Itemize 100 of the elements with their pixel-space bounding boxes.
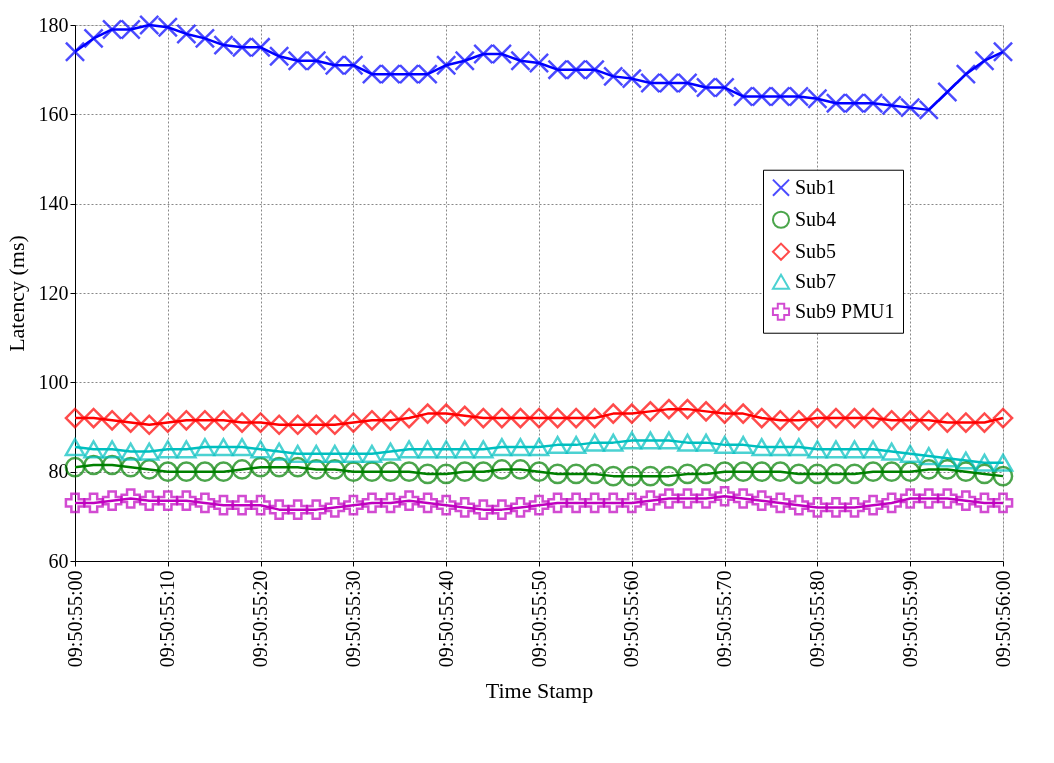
point — [250, 494, 271, 516]
point — [435, 494, 457, 516]
point — [287, 414, 309, 436]
point — [176, 440, 197, 459]
point — [936, 488, 958, 509]
point — [398, 461, 420, 482]
point — [640, 431, 661, 450]
point — [231, 459, 253, 480]
point — [918, 409, 940, 431]
point — [565, 407, 587, 429]
point — [213, 437, 234, 457]
point — [751, 490, 773, 512]
point — [862, 440, 884, 459]
point — [83, 28, 104, 49]
x-tick-label: 09:50:55:40 — [434, 570, 457, 668]
point — [899, 444, 921, 463]
point — [194, 437, 216, 457]
point — [491, 407, 513, 429]
point — [343, 494, 364, 516]
point — [176, 461, 197, 482]
point — [899, 409, 921, 431]
point — [268, 442, 290, 461]
point — [231, 412, 253, 433]
point — [936, 81, 958, 103]
point — [194, 461, 216, 482]
point — [398, 407, 420, 429]
point — [751, 461, 773, 482]
point — [565, 435, 587, 454]
point — [101, 409, 123, 431]
point — [435, 403, 457, 424]
point — [510, 407, 531, 429]
point — [862, 461, 884, 482]
point — [602, 403, 624, 424]
point — [640, 465, 661, 487]
point — [936, 449, 958, 468]
point — [881, 442, 902, 461]
point — [881, 409, 902, 431]
point — [510, 437, 531, 457]
point — [83, 492, 104, 514]
point — [398, 440, 420, 459]
point — [380, 442, 401, 461]
point — [417, 463, 438, 485]
point — [213, 409, 234, 431]
point — [677, 433, 698, 452]
point — [751, 437, 773, 457]
point — [176, 490, 197, 512]
point — [83, 407, 104, 429]
y-tick-label: 180 — [38, 13, 69, 36]
point — [992, 41, 1014, 63]
point — [287, 499, 309, 520]
point — [528, 407, 550, 429]
legend-label: Sub9 PMU1 — [795, 299, 895, 322]
point — [491, 437, 513, 457]
point — [844, 497, 865, 518]
point — [788, 409, 810, 431]
point — [528, 437, 550, 457]
point — [194, 409, 216, 431]
point — [621, 465, 643, 487]
point — [250, 456, 271, 478]
point — [974, 412, 995, 433]
point — [454, 461, 476, 482]
x-tick-label: 09:50:55:30 — [341, 570, 364, 668]
point — [305, 499, 327, 520]
point — [677, 488, 698, 509]
point — [231, 494, 253, 516]
point — [176, 409, 197, 431]
point — [677, 463, 698, 485]
y-tick-label: 100 — [38, 370, 69, 393]
point — [64, 407, 86, 429]
point — [695, 401, 717, 422]
point — [120, 412, 142, 433]
point — [751, 407, 773, 429]
point — [844, 440, 865, 459]
point — [658, 398, 680, 420]
point — [547, 435, 568, 454]
legend-label: Sub4 — [795, 207, 837, 230]
point — [101, 440, 123, 459]
point — [955, 412, 977, 433]
point — [64, 492, 86, 514]
y-tick-label: 80 — [48, 460, 69, 483]
point — [101, 490, 123, 512]
y-axis-title: Latency (ms) — [3, 235, 29, 352]
point — [899, 461, 921, 482]
point — [807, 463, 828, 485]
point — [825, 407, 847, 429]
point — [825, 440, 847, 459]
point — [305, 444, 327, 463]
point — [788, 437, 810, 457]
point — [936, 412, 958, 433]
point — [584, 433, 606, 452]
point — [732, 403, 754, 424]
point — [361, 461, 383, 482]
point — [881, 492, 902, 514]
point — [547, 463, 568, 485]
point — [305, 414, 327, 436]
point — [769, 461, 791, 482]
point — [955, 451, 977, 470]
point — [547, 492, 568, 514]
point — [417, 492, 438, 514]
point — [528, 494, 550, 516]
